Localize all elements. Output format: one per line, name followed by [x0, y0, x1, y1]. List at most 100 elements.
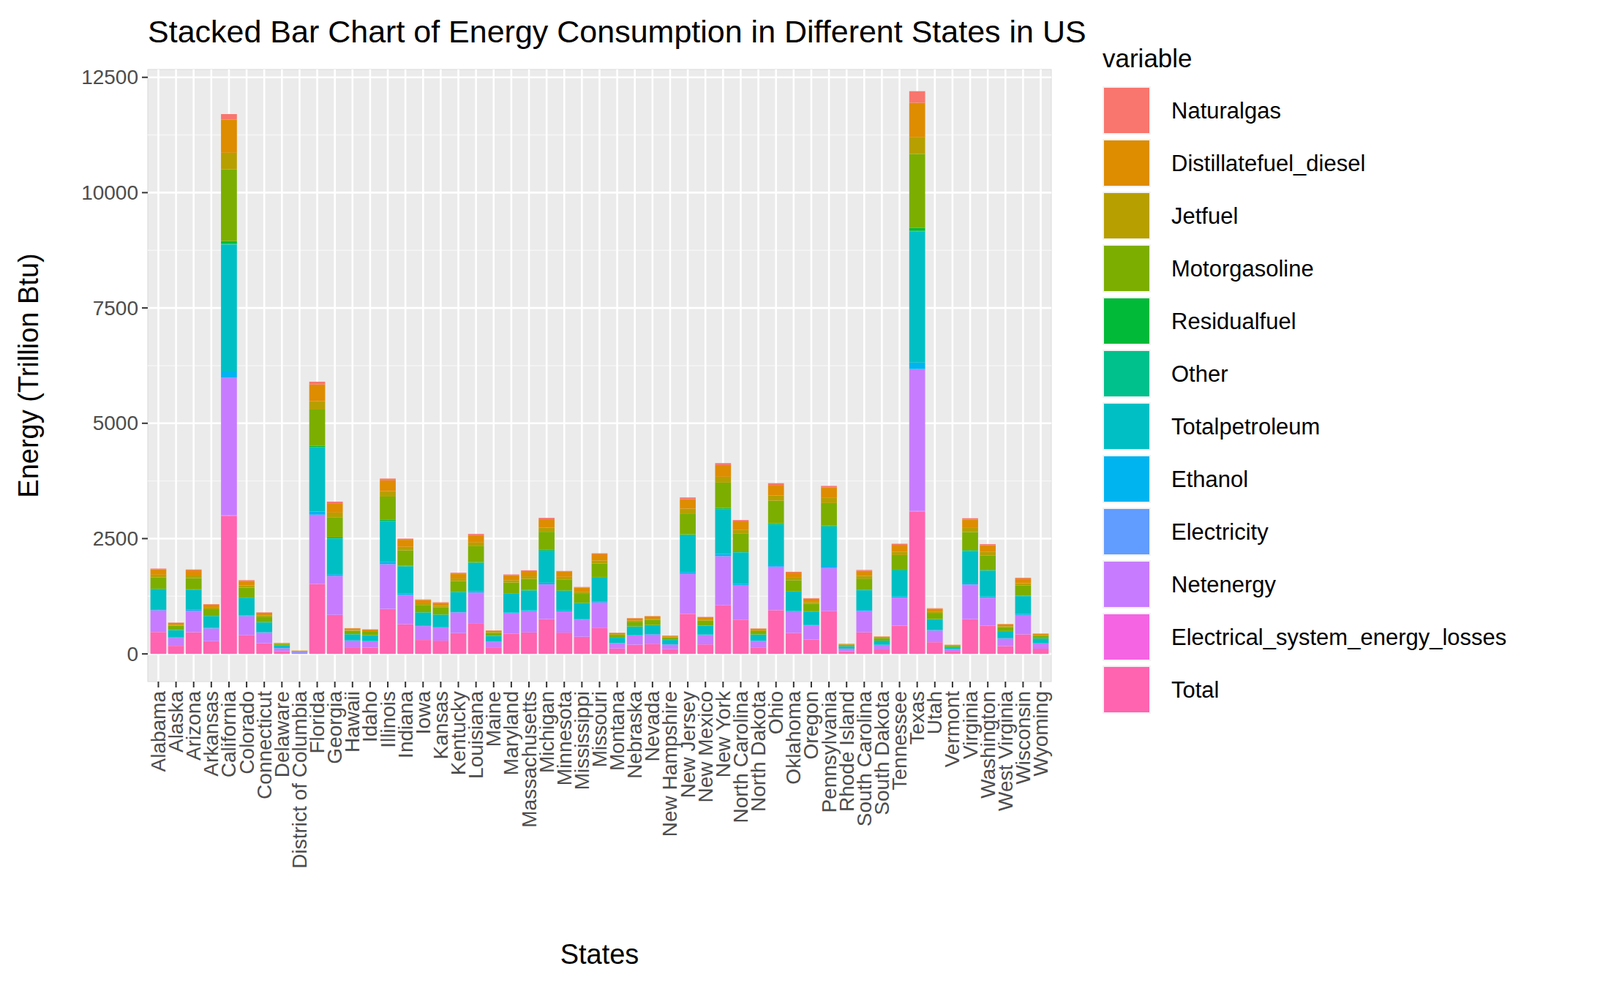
bar-segment [150, 610, 167, 611]
tick-mark [899, 681, 901, 688]
bar-segment [185, 610, 202, 633]
bar-segment [291, 653, 309, 655]
tick-mark [422, 681, 424, 688]
bar-segment [909, 511, 926, 655]
legend-label: Residualfuel [1171, 308, 1297, 335]
bar-segment [1033, 635, 1050, 639]
bar-segment [768, 523, 785, 525]
bar-segment [150, 609, 167, 611]
tick-mark [599, 681, 601, 688]
bar-segment [679, 535, 696, 573]
bar-segment [520, 610, 537, 612]
bar-segment [838, 648, 855, 652]
bar-segment [379, 609, 396, 655]
bar-segment [327, 501, 344, 504]
legend-key-bg [1102, 613, 1151, 662]
grid-line [757, 69, 760, 682]
bar-segment [874, 636, 891, 638]
grid-line [616, 69, 619, 682]
tick-mark [210, 681, 213, 688]
bar-segment [909, 102, 926, 137]
bar-segment [962, 584, 979, 619]
bar-segment [379, 520, 396, 562]
bar-segment [1015, 596, 1032, 597]
bar-segment [468, 542, 485, 547]
bar-segment [185, 590, 202, 611]
tick-mark [510, 681, 513, 688]
bar-segment [820, 485, 837, 488]
legend-label: Other [1171, 361, 1229, 388]
bar-segment [733, 619, 750, 655]
bar-segment [150, 577, 167, 589]
bar-segment [538, 584, 555, 619]
bar-segment [574, 602, 591, 604]
bar-segment [1015, 635, 1032, 655]
bar-segment [768, 564, 785, 567]
tick-label: Wyoming [1029, 691, 1053, 777]
legend-label: Total [1171, 677, 1219, 704]
bar-segment [644, 625, 661, 635]
bar-segment [485, 630, 502, 633]
bar-segment [203, 609, 220, 617]
legend-key-bg [1102, 191, 1151, 240]
bar-segment [714, 508, 731, 510]
bar-segment [714, 556, 731, 606]
bar-segment [379, 562, 396, 565]
tick-mark [157, 681, 159, 688]
bar-segment [855, 571, 873, 577]
bar-segment [855, 610, 873, 633]
bar-segment [256, 632, 273, 634]
bar-segment [714, 465, 731, 478]
bar-segment [379, 496, 396, 521]
bar-segment [150, 588, 167, 590]
legend-label: Electrical_system_energy_losses [1171, 624, 1507, 651]
bar-segment [1033, 634, 1050, 636]
bar-segment [397, 538, 414, 540]
bar-segment [220, 515, 238, 655]
bar-segment [855, 610, 873, 611]
bar-segment [450, 580, 467, 592]
bar-segment [538, 583, 555, 585]
bar-segment [309, 584, 326, 655]
grid-line [422, 69, 425, 682]
bar-segment [344, 647, 361, 655]
bar-segment [979, 626, 996, 655]
bar-segment [979, 544, 996, 546]
bar-segment [238, 635, 255, 655]
bar-segment [309, 401, 326, 410]
bar-segment [944, 649, 961, 652]
bar-segment [238, 616, 255, 636]
bar-segment [538, 531, 555, 551]
bar-segment [503, 593, 520, 595]
tick-mark [1004, 681, 1006, 688]
bar-segment [168, 623, 185, 626]
bar-segment [168, 637, 185, 646]
legend-swatch [1103, 456, 1150, 502]
bar-segment [609, 643, 626, 649]
bar-segment [591, 577, 608, 578]
legend-key-bg [1102, 86, 1151, 135]
bar-segment [626, 635, 644, 645]
tick-mark [986, 681, 989, 688]
bar-segment [1033, 648, 1050, 655]
bar-segment [891, 551, 908, 556]
bar-segment [714, 605, 731, 655]
bar-segment [591, 601, 608, 603]
tick-mark [141, 76, 148, 79]
legend: variableNaturalgasDistillatefuel_dieselJ… [1102, 43, 1507, 715]
bar-segment [414, 605, 431, 613]
bar-segment [803, 599, 820, 603]
bar-segment [574, 618, 591, 620]
bar-segment [574, 594, 591, 603]
bar-segment [644, 644, 661, 655]
tick-mark [263, 681, 265, 688]
bar-segment [485, 636, 502, 643]
bar-segment [820, 498, 837, 504]
tick-mark [351, 681, 354, 688]
bar-segment [203, 616, 220, 617]
bar-segment [926, 630, 944, 643]
bar-segment [220, 152, 238, 170]
bar-segment [962, 520, 979, 529]
bar-segment [503, 613, 520, 614]
bar-segment [855, 578, 873, 590]
